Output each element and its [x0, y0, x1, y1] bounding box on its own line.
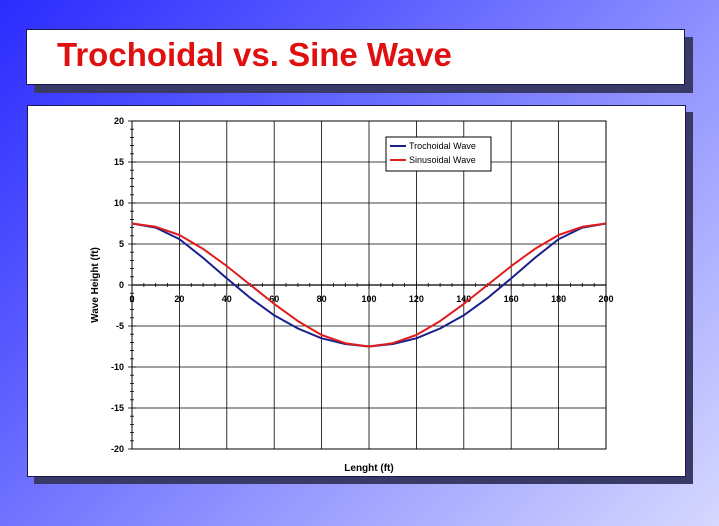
y-axis-title: Wave Height (ft) — [90, 247, 101, 323]
y-tick-label: -5 — [116, 321, 124, 331]
series-lines — [131, 222, 607, 348]
x-tick-label: 140 — [456, 294, 471, 304]
chart-panel: 20 15 10 5 0 -5 -10 -15 -20 0 20 40 60 80 100 120 140 16… — [27, 105, 686, 477]
x-tick-label: 80 — [317, 294, 327, 304]
x-tick-label: 60 — [269, 294, 279, 304]
legend: Trochoidal Wave Sinusoidal Wave — [385, 136, 492, 172]
wave-chart: 20 15 10 5 0 -5 -10 -15 -20 0 20 40 60 80 100 120 140 16… — [90, 116, 614, 474]
legend-label-trochoidal: Trochoidal Wave — [409, 141, 476, 151]
x-axis-ticks: 0 20 40 60 80 100 120 140 160 180 200 — [129, 294, 613, 304]
legend-label-sinusoidal: Sinusoidal Wave — [409, 155, 476, 165]
x-axis-title: Lenght (ft) — [344, 463, 393, 474]
legend-box — [385, 136, 492, 172]
y-tick-label: 15 — [114, 157, 124, 167]
x-tick-label: 0 — [129, 294, 134, 304]
y-tick-label: 20 — [114, 116, 124, 126]
slide-title: Trochoidal vs. Sine Wave — [57, 36, 452, 73]
title-box: Trochoidal vs. Sine Wave — [26, 29, 685, 85]
x-axis — [128, 120, 607, 450]
x-tick-label: 20 — [174, 294, 184, 304]
y-tick-label: 5 — [119, 239, 124, 249]
x-tick-label: 120 — [409, 294, 424, 304]
x-tick-label: 180 — [551, 294, 566, 304]
y-tick-label: 10 — [114, 198, 124, 208]
x-tick-label: 200 — [598, 294, 613, 304]
y-tick-label: -10 — [111, 362, 124, 372]
y-tick-label: -15 — [111, 403, 124, 413]
x-tick-label: 40 — [222, 294, 232, 304]
x-tick-label: 100 — [361, 294, 376, 304]
x-tick-label: 160 — [504, 294, 519, 304]
y-tick-label: -20 — [111, 444, 124, 454]
sinusoidal-wave-line — [131, 222, 607, 348]
y-axis-ticks: 20 15 10 5 0 -5 -10 -15 -20 — [111, 116, 124, 454]
y-tick-label: 0 — [119, 280, 124, 290]
